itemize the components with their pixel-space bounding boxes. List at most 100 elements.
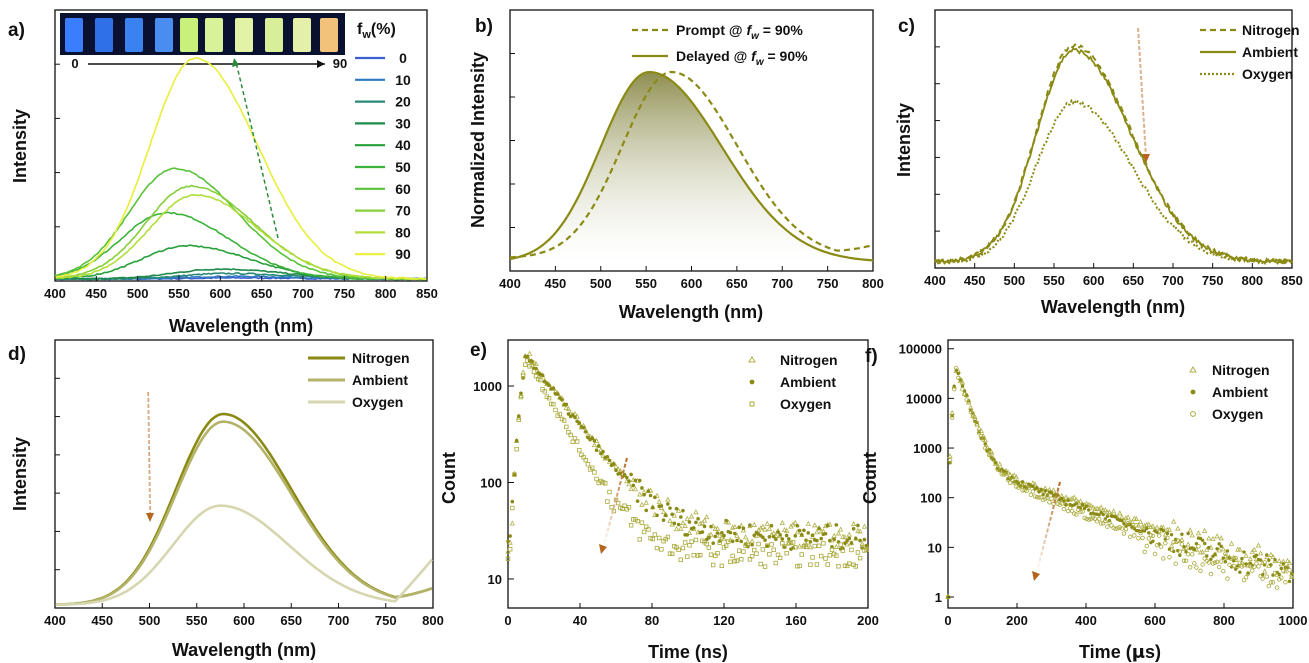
- data-point-ambient: [702, 524, 707, 529]
- data-point-oxygen: [1216, 564, 1222, 570]
- panel-f-label: f): [865, 346, 878, 367]
- panel-b-xlabel: Wavelength (nm): [619, 302, 763, 322]
- data-point-oxygen: [767, 552, 772, 557]
- data-point-oxygen: [1049, 496, 1054, 501]
- data-point-ambient: [1265, 553, 1269, 557]
- data-point-ambient: [607, 458, 612, 463]
- data-point-ambient: [806, 531, 811, 535]
- data-point-ambient: [849, 541, 854, 545]
- data-point-oxygen: [551, 402, 556, 407]
- data-point-oxygen: [1069, 508, 1075, 514]
- data-point-oxygen: [561, 418, 567, 423]
- data-point-ambient: [1080, 502, 1085, 507]
- delayed-area-fill: [510, 72, 873, 262]
- legend-marker: [749, 401, 755, 407]
- data-point-oxygen: [1254, 561, 1259, 566]
- panel-e-ylabel: Count: [439, 452, 459, 504]
- data-point-oxygen: [1159, 544, 1164, 549]
- data-point-ambient: [1016, 481, 1021, 485]
- data-point-oxygen: [520, 373, 526, 379]
- data-point-oxygen: [682, 540, 688, 545]
- data-point-nitrogen: [857, 528, 863, 534]
- panel-e-ytick-label: 1000: [473, 379, 502, 394]
- data-point-oxygen: [1067, 506, 1073, 511]
- data-point-oxygen: [1092, 516, 1098, 521]
- data-point-oxygen: [823, 556, 828, 561]
- data-point-ambient: [709, 524, 713, 529]
- data-point-nitrogen: [639, 501, 645, 507]
- data-point-oxygen: [1262, 560, 1267, 565]
- data-point-oxygen: [1202, 556, 1207, 561]
- data-point-oxygen: [538, 377, 543, 383]
- data-point-oxygen: [1177, 549, 1183, 554]
- legend-entry: Oxygen: [1242, 66, 1293, 82]
- data-point-ambient: [685, 533, 690, 537]
- data-point-oxygen: [1142, 549, 1147, 555]
- data-point-ambient: [841, 546, 845, 550]
- panel-b-xtick-label: 550: [635, 276, 657, 291]
- data-point-oxygen: [1270, 580, 1276, 585]
- data-point-oxygen: [810, 555, 815, 560]
- legend-entry: 40: [395, 137, 411, 153]
- series-line-oxygen: [934, 98, 1293, 265]
- data-point-oxygen: [523, 362, 528, 367]
- panel-d-ylabel: Intensity: [10, 437, 30, 511]
- data-point-ambient: [793, 534, 798, 538]
- legend-entry: Ambient: [1242, 44, 1298, 60]
- data-point-oxygen: [507, 547, 513, 552]
- data-point-oxygen: [954, 365, 959, 371]
- data-point-oxygen: [769, 542, 774, 547]
- data-point-ambient: [1244, 562, 1248, 566]
- data-point-nitrogen: [1282, 568, 1289, 574]
- data-point-oxygen: [1192, 561, 1197, 566]
- data-point-oxygen: [1107, 520, 1112, 525]
- data-point-nitrogen: [781, 526, 788, 533]
- data-point-ambient: [635, 499, 640, 503]
- data-point-ambient: [679, 515, 683, 519]
- data-point-nitrogen: [738, 522, 744, 528]
- data-point-nitrogen: [717, 532, 723, 538]
- data-point-nitrogen: [1179, 536, 1185, 542]
- data-point-nitrogen: [855, 527, 861, 533]
- data-point-oxygen: [1061, 506, 1067, 512]
- data-point-nitrogen: [1106, 509, 1113, 515]
- data-point-oxygen: [1152, 551, 1158, 557]
- panel-e-xtick-label: 80: [645, 613, 659, 628]
- data-point-nitrogen: [721, 536, 727, 542]
- data-point-oxygen: [1086, 517, 1091, 522]
- panel-e-ytick-label: 100: [480, 475, 502, 490]
- data-point-ambient: [614, 468, 618, 473]
- legend-entry: Ambient: [352, 372, 408, 388]
- panel-a-xtick-label: 700: [292, 286, 314, 301]
- panel-b-xtick-label: 600: [681, 276, 703, 291]
- data-point-ambient: [696, 516, 700, 521]
- data-point-oxygen: [808, 562, 813, 567]
- data-point-oxygen: [641, 529, 647, 535]
- data-point-nitrogen: [1011, 472, 1017, 478]
- data-point-ambient: [1037, 490, 1041, 494]
- data-point-ambient: [1113, 515, 1118, 519]
- data-point-nitrogen: [1073, 497, 1080, 503]
- data-point-ambient: [514, 438, 519, 443]
- data-point-oxygen: [577, 447, 582, 453]
- legend-entry: 30: [395, 115, 411, 131]
- panel-e-xtick-label: 0: [504, 613, 511, 628]
- data-point-ambient: [529, 359, 534, 363]
- data-point-oxygen: [1096, 516, 1102, 522]
- data-point-ambient: [737, 525, 741, 530]
- data-point-ambient: [1202, 541, 1207, 546]
- data-point-oxygen: [1098, 521, 1104, 526]
- data-point-nitrogen: [1199, 549, 1206, 555]
- data-point-nitrogen: [771, 530, 777, 536]
- data-point-oxygen: [1154, 542, 1160, 548]
- data-point-oxygen: [628, 523, 634, 528]
- data-point-nitrogen: [837, 526, 844, 532]
- data-point-nitrogen: [732, 523, 738, 530]
- series-line-oxygen: [54, 504, 434, 607]
- data-point-nitrogen: [760, 523, 766, 529]
- data-point-oxygen: [999, 472, 1005, 477]
- data-point-ambient: [1074, 502, 1079, 506]
- panel-f-ytick-label: 10: [928, 540, 942, 555]
- data-point-oxygen: [542, 389, 547, 394]
- data-point-oxygen: [1043, 496, 1048, 501]
